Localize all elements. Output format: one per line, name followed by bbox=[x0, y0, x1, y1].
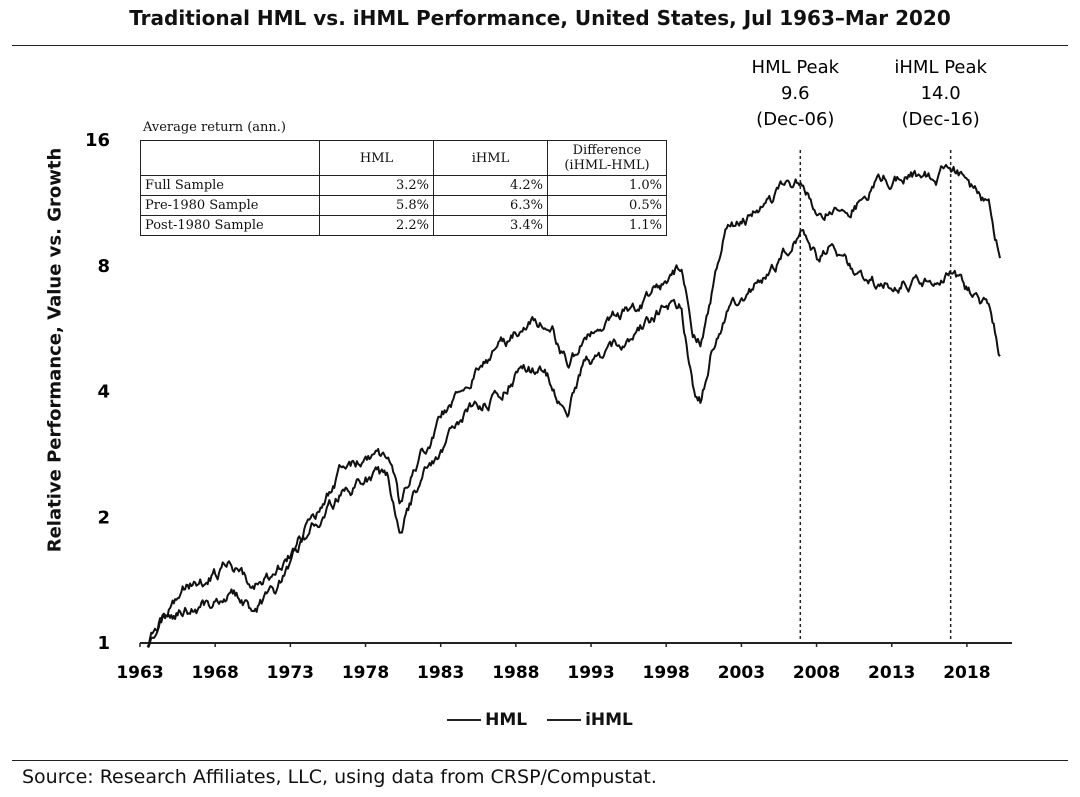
table-header-difference: Difference (iHML-HML) bbox=[547, 140, 667, 176]
table-header-row: HML iHML Difference (iHML-HML) bbox=[140, 140, 667, 176]
cell-ihml: 3.4% bbox=[433, 215, 548, 236]
peak-annotation-text: iHML Peak bbox=[894, 57, 987, 78]
table-caption: Average return (ann.) bbox=[143, 120, 287, 135]
y-tick-label: 16 bbox=[85, 130, 110, 151]
x-tick-label: 1993 bbox=[567, 663, 614, 683]
x-tick-label: 1988 bbox=[492, 663, 539, 683]
x-tick-label: 1998 bbox=[643, 663, 690, 683]
source-note: Source: Research Affiliates, LLC, using … bbox=[22, 766, 657, 788]
peak-annotation-text: 9.6 bbox=[781, 83, 810, 104]
legend-item: iHML bbox=[547, 710, 633, 730]
peak-annotation-text: (Dec-16) bbox=[902, 109, 980, 130]
y-axis: 1 2 4 8 16 bbox=[85, 130, 110, 654]
cell-ihml: 6.3% bbox=[433, 195, 548, 216]
table-header-hml: HML bbox=[319, 140, 434, 176]
y-tick-label: 1 bbox=[97, 633, 110, 654]
legend-label-hml: HML bbox=[485, 710, 528, 730]
legend-label-ihml: iHML bbox=[585, 710, 633, 730]
x-tick-label: 2008 bbox=[793, 663, 840, 683]
series-line-ihml bbox=[147, 163, 1001, 648]
table-header-empty bbox=[140, 140, 320, 176]
x-tick-label: 1983 bbox=[417, 663, 464, 683]
bottom-rule bbox=[12, 760, 1068, 761]
y-tick-label: 8 bbox=[97, 256, 110, 277]
table-row: Post-1980 Sample 2.2% 3.4% 1.1% bbox=[140, 215, 667, 236]
x-tick-label: 1968 bbox=[192, 663, 239, 683]
peak-annotation-text: 14.0 bbox=[921, 83, 961, 104]
x-tick-label: 2013 bbox=[868, 663, 915, 683]
series-line-hml bbox=[146, 229, 1001, 648]
row-label: Post-1980 Sample bbox=[140, 215, 320, 236]
legend-swatch-ihml bbox=[547, 719, 582, 721]
table-header-ihml: iHML bbox=[433, 140, 548, 176]
y-tick-label: 4 bbox=[97, 382, 110, 403]
peak-annotation-text: HML Peak bbox=[752, 57, 840, 78]
row-label: Pre-1980 Sample bbox=[140, 195, 320, 216]
x-axis: 1963 1968 1973 1978 1983 1988 1993 1998 2003 2008… bbox=[116, 642, 1012, 683]
legend-swatch-hml bbox=[447, 719, 482, 721]
cell-diff: 1.1% bbox=[547, 215, 667, 236]
legend-item: HML bbox=[447, 710, 527, 730]
legend: HML iHML bbox=[0, 710, 1080, 730]
x-tick-label: 1963 bbox=[116, 663, 163, 683]
peak-annotation-text: (Dec-06) bbox=[756, 109, 834, 130]
table-row: Pre-1980 Sample 5.8% 6.3% 0.5% bbox=[140, 195, 667, 216]
y-tick-label: 2 bbox=[97, 507, 110, 528]
x-tick-label: 1978 bbox=[342, 663, 389, 683]
x-tick-label: 2018 bbox=[943, 663, 990, 683]
peak-annotations: HML Peak 9.6 (Dec-06) iHML Peak 14.0 (Dec-16) bbox=[752, 57, 988, 643]
x-tick-label: 1973 bbox=[267, 663, 314, 683]
returns-table: HML iHML Difference (iHML-HML) Full Samp… bbox=[140, 140, 667, 236]
chart-title: Traditional HML vs. iHML Performance, Un… bbox=[129, 6, 951, 30]
series-lines bbox=[146, 163, 1001, 648]
top-rule bbox=[12, 45, 1068, 46]
x-tick-label: 2003 bbox=[718, 663, 765, 683]
